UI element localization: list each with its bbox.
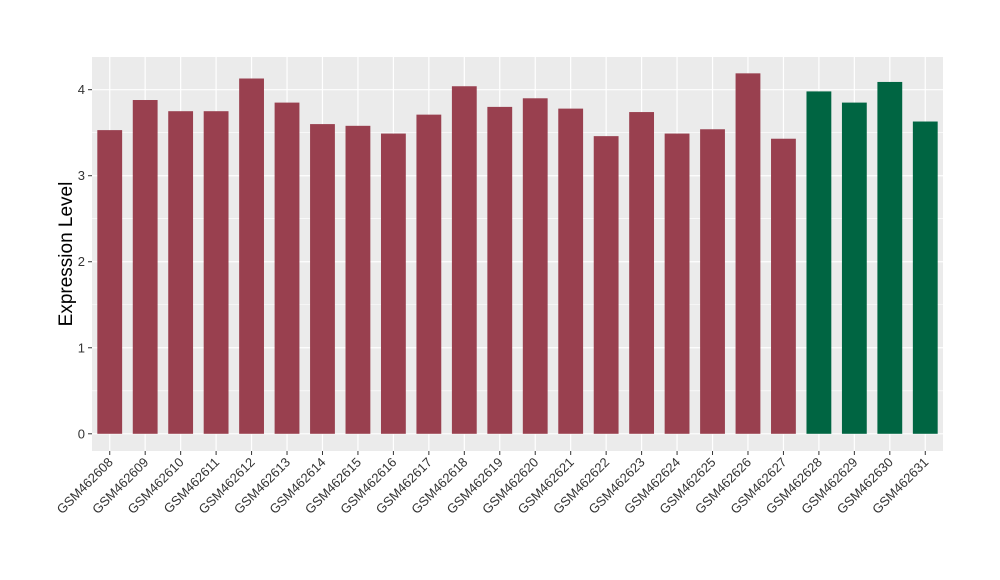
bar-GSM462608 [97, 130, 123, 434]
bar-GSM462630 [877, 81, 903, 434]
bar-GSM462620 [522, 98, 548, 434]
bar-GSM462618 [451, 86, 477, 434]
bar-GSM462614 [310, 124, 335, 434]
bar-GSM462622 [593, 136, 619, 434]
bar-GSM462626 [735, 73, 761, 434]
y-tick-label: 1 [78, 340, 85, 355]
y-tick-label: 2 [78, 254, 85, 269]
bar-GSM462621 [558, 108, 584, 434]
minor-gridlines [92, 132, 943, 392]
y-axis-title: Expression Level [56, 182, 77, 327]
bar-GSM462611 [203, 111, 229, 434]
bar-GSM462613 [274, 102, 300, 434]
bar-GSM462629 [841, 102, 867, 434]
y-tick-label: 3 [78, 168, 85, 183]
bar-GSM462631 [912, 121, 938, 434]
y-tick-label: 4 [78, 82, 85, 97]
bar-GSM462609 [132, 100, 158, 434]
bar-GSM462625 [700, 129, 725, 434]
bar-GSM462619 [487, 106, 513, 434]
plot-panel [92, 57, 943, 451]
bar-GSM462610 [168, 111, 194, 434]
bar-GSM462612 [239, 78, 264, 434]
bar-GSM462616 [380, 133, 406, 434]
bar-GSM462617 [416, 114, 442, 434]
bar-GSM462615 [345, 125, 371, 434]
bar-GSM462628 [806, 91, 832, 434]
x-axis: GSM462608GSM462609GSM462610GSM462611GSM4… [54, 451, 931, 517]
y-tick-label: 0 [78, 426, 85, 441]
bar-GSM462623 [629, 112, 655, 434]
bars [97, 73, 938, 434]
bar-GSM462624 [664, 133, 690, 434]
bar-GSM462627 [771, 138, 796, 434]
y-axis: 0 1 2 3 4 [78, 82, 92, 441]
